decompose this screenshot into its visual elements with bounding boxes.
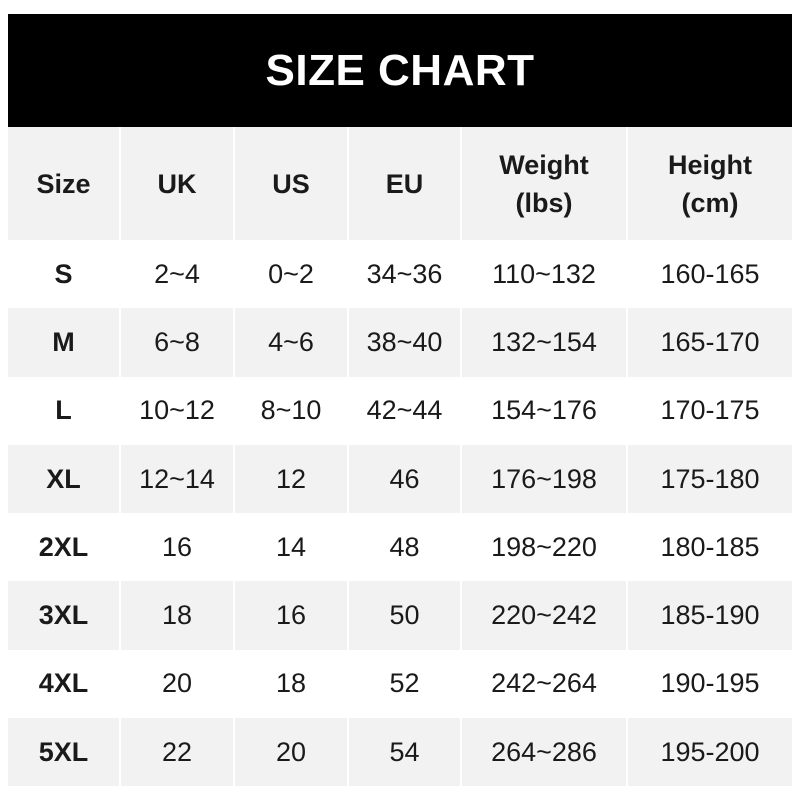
cell-weight: 110~132 — [460, 240, 627, 309]
cell-height: 195-200 — [626, 718, 792, 787]
cell-weight: 132~154 — [460, 308, 627, 377]
cell-weight: 220~242 — [460, 581, 627, 650]
cell-uk: 20 — [119, 649, 234, 719]
cell-eu: 38~40 — [347, 308, 461, 377]
table-row: M 6~8 4~6 38~40 132~154 165-170 — [8, 308, 792, 377]
table-row: L 10~12 8~10 42~44 154~176 170-175 — [8, 376, 792, 445]
cell-size: L — [8, 376, 120, 445]
column-header-us: US — [233, 127, 348, 240]
table-row: 5XL 22 20 54 264~286 195-200 — [8, 718, 792, 787]
cell-weight: 264~286 — [460, 718, 627, 787]
cell-size: S — [8, 240, 120, 309]
column-header-label: EU — [385, 168, 424, 199]
cell-height: 160-165 — [626, 240, 792, 309]
cell-weight: 198~220 — [460, 513, 627, 582]
cell-weight: 176~198 — [460, 444, 627, 514]
column-header-label: Weight — [499, 149, 589, 180]
cell-size: 2XL — [8, 513, 120, 582]
cell-eu: 54 — [347, 718, 461, 787]
column-header-label: (lbs) — [515, 187, 573, 218]
cell-size: 3XL — [8, 581, 120, 650]
cell-us: 12 — [233, 444, 348, 514]
cell-uk: 18 — [119, 581, 234, 650]
column-header-label: Size — [36, 168, 91, 199]
cell-eu: 52 — [347, 649, 461, 719]
column-header-size: Size — [8, 127, 120, 240]
cell-size: 4XL — [8, 649, 120, 719]
cell-uk: 16 — [119, 513, 234, 582]
table-row: XL 12~14 12 46 176~198 175-180 — [8, 444, 792, 514]
cell-size: 5XL — [8, 718, 120, 787]
column-header-height: Height (cm) — [626, 127, 792, 240]
table-row: 2XL 16 14 48 198~220 180-185 — [8, 513, 792, 582]
header-row: Size UK US EU Weight (lbs) Height (cm) — [8, 127, 792, 240]
cell-weight: 154~176 — [460, 376, 627, 445]
cell-uk: 12~14 — [119, 444, 234, 514]
cell-us: 4~6 — [233, 308, 348, 377]
cell-eu: 48 — [347, 513, 461, 582]
cell-uk: 22 — [119, 718, 234, 787]
cell-us: 16 — [233, 581, 348, 650]
size-chart-title: SIZE CHART — [8, 14, 792, 127]
cell-eu: 34~36 — [347, 240, 461, 309]
cell-us: 14 — [233, 513, 348, 582]
size-chart-table: Size UK US EU Weight (lbs) Height (cm) S 2~4 0~2 3… — [8, 127, 792, 787]
cell-uk: 2~4 — [119, 240, 234, 309]
table-row: S 2~4 0~2 34~36 110~132 160-165 — [8, 240, 792, 309]
cell-eu: 42~44 — [347, 376, 461, 445]
column-header-uk: UK — [119, 127, 234, 240]
cell-uk: 6~8 — [119, 308, 234, 377]
cell-weight: 242~264 — [460, 649, 627, 719]
table-row: 3XL 18 16 50 220~242 185-190 — [8, 581, 792, 650]
cell-size: XL — [8, 444, 120, 514]
column-header-label: (cm) — [681, 187, 739, 218]
column-header-weight: Weight (lbs) — [460, 127, 627, 240]
cell-eu: 50 — [347, 581, 461, 650]
cell-us: 18 — [233, 649, 348, 719]
cell-height: 180-185 — [626, 513, 792, 582]
cell-height: 190-195 — [626, 649, 792, 719]
cell-height: 185-190 — [626, 581, 792, 650]
cell-height: 175-180 — [626, 444, 792, 514]
cell-us: 0~2 — [233, 240, 348, 309]
cell-height: 165-170 — [626, 308, 792, 377]
cell-eu: 46 — [347, 444, 461, 514]
column-header-eu: EU — [347, 127, 461, 240]
column-header-label: UK — [157, 168, 197, 199]
cell-us: 8~10 — [233, 376, 348, 445]
column-header-label: Height — [668, 149, 752, 180]
cell-height: 170-175 — [626, 376, 792, 445]
cell-us: 20 — [233, 718, 348, 787]
cell-uk: 10~12 — [119, 376, 234, 445]
column-header-label: US — [272, 168, 310, 199]
table-row: 4XL 20 18 52 242~264 190-195 — [8, 649, 792, 719]
cell-size: M — [8, 308, 120, 377]
